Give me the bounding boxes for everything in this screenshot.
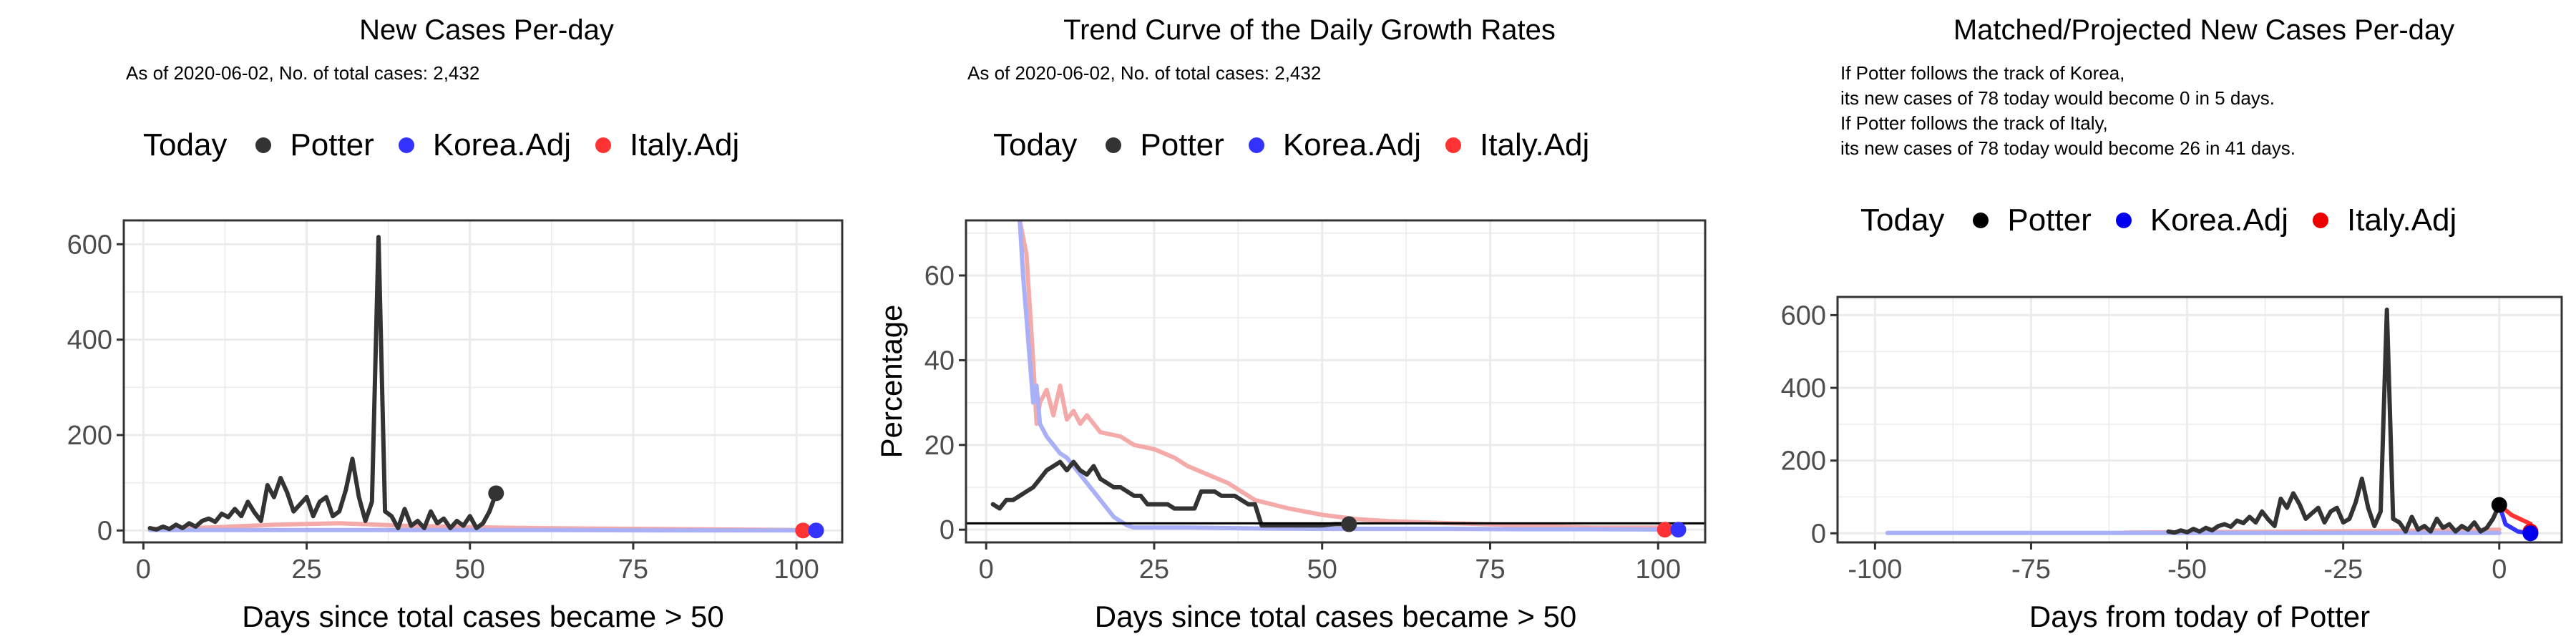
y-axis-label: Percentage [874,305,908,459]
y-tick-label: 40 [924,346,955,376]
chart-subtitle: As of 2020-06-02, No. of total cases: 2,… [126,62,480,84]
chart-subtitle-line-3: If Potter follows the track of Italy, [1840,112,2108,134]
legend: Today Potter Korea.Adj Italy.Adj [993,127,1589,163]
plot-area [990,220,1681,532]
legend-marker-potter [255,137,272,153]
legend-label-korea: Korea.Adj [432,127,572,162]
plot-background [966,220,1705,542]
today-marker-potter [2491,497,2507,513]
legend-label-italy: Italy.Adj [2347,203,2457,238]
panel-new-cases: New Cases Per-day As of 2020-06-02, No. … [0,0,859,644]
x-tick-label: 0 [2492,555,2507,585]
plot-area [147,235,819,533]
chart-subtitle: As of 2020-06-02, No. of total cases: 2,… [967,62,1322,84]
panel-projected: Matched/Projected New Cases Per-day If P… [1717,0,2576,644]
x-tick-label: 100 [774,555,819,585]
today-marker-italy-adj [795,522,811,539]
series-line-potter [147,235,499,532]
legend-label-korea: Korea.Adj [2150,203,2289,238]
panel-growth-rates: Trend Curve of the Daily Growth Rates As… [859,0,1717,644]
x-tick-label: 50 [455,555,485,585]
series-line-potter [2166,307,2502,535]
legend-marker-italy [2313,213,2329,228]
legend-label-potter: Potter [1140,127,1224,162]
legend-marker-potter [1106,137,1122,153]
chart-subtitle-line-4: its new cases of 78 today would become 2… [1840,137,2296,159]
chart-title: Matched/Projected New Cases Per-day [1953,14,2455,46]
x-tick-label: -25 [2323,555,2363,585]
today-marker-potter [488,485,504,502]
x-tick-label: -75 [2011,555,2051,585]
y-tick-label: 600 [67,230,112,260]
x-tick-label: 50 [1307,555,1337,585]
legend: Today Potter Korea.Adj Italy.Adj [1860,203,2457,238]
today-marker-korea-adj [1670,522,1687,538]
today-marker-italy-adj [1657,522,1673,538]
plot-border [965,219,1707,544]
series-line-potter [990,459,1352,528]
plot-border [1836,296,2563,544]
y-tick-label: 200 [1781,447,1826,477]
x-axis-label: Days since total cases became > 50 [242,600,724,633]
x-tick-label: 75 [1475,555,1505,585]
legend-label-italy: Italy.Adj [630,127,740,162]
x-axis-label: Days from today of Potter [2029,600,2370,633]
legend-marker-korea [2115,213,2132,228]
legend-title: Today [1860,203,1945,238]
legend: Today Potter Korea.Adj Italy.Adj [143,127,739,163]
chart-subtitle-line-2: its new cases of 78 today would become 0… [1840,87,2275,109]
y-tick-label: 0 [1811,519,1826,549]
today-marker-korea-adj [808,522,824,539]
legend-marker-italy [1445,137,1462,153]
today-marker-potter [1341,516,1357,532]
legend-label-korea: Korea.Adj [1282,127,1422,162]
x-tick-label: -100 [1848,555,1902,585]
chart-canvas: 0 25 50 75 100 0 20 40 60 Days since total cases … [874,219,1707,633]
chart-canvas: 0 25 50 75 100 0 200 400 600 Days since total cas… [67,219,844,633]
y-tick-label: 60 [924,261,955,291]
y-tick-label: 200 [67,421,112,451]
legend-label-potter: Potter [2007,203,2092,238]
y-tick-label: 600 [1781,301,1826,331]
legend-marker-korea [398,137,414,153]
x-tick-label: 100 [1636,555,1681,585]
legend-label-potter: Potter [290,127,374,162]
y-tick-label: 0 [97,516,112,546]
y-tick-label: 20 [924,431,955,461]
plot-border [122,219,844,544]
legend-label-italy: Italy.Adj [1480,127,1590,162]
x-tick-label: 25 [1139,555,1169,585]
legend-marker-potter [1973,213,1989,228]
x-tick-label: -50 [2167,555,2207,585]
x-axis-label: Days since total cases became > 50 [1095,600,1577,633]
legend-title: Today [143,127,228,162]
x-tick-label: 75 [618,555,648,585]
chart-title: Trend Curve of the Daily Growth Rates [1063,14,1556,46]
y-tick-label: 400 [67,326,112,356]
x-tick-label: 0 [136,555,151,585]
chart-title: New Cases Per-day [359,14,614,46]
x-tick-label: 25 [291,555,321,585]
series-line-italy-adj [1018,220,1661,530]
x-tick-label: 0 [979,555,994,585]
series-line-korea-adj [1018,220,1681,532]
chart-subtitle-line-1: If Potter follows the track of Korea, [1840,62,2125,84]
plot-background [1838,297,2562,542]
legend-title: Today [993,127,1078,162]
legend-marker-korea [1248,137,1264,153]
legend-marker-italy [595,137,612,153]
plot-background [124,220,842,542]
today-marker-korea-adj [2522,525,2539,542]
series-line-korea-adj [147,527,819,533]
y-tick-label: 0 [940,515,955,545]
y-tick-label: 400 [1781,374,1826,404]
chart-canvas: -100 -75 -50 -25 0 0 200 400 600 Days from today … [1781,296,2563,633]
